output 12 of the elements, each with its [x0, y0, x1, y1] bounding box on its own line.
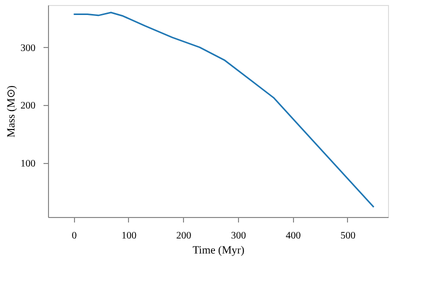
x-tick-label: 200: [176, 230, 192, 242]
x-tick-label: 0: [72, 230, 77, 242]
y-axis-title: Mass (M⊙): [6, 85, 18, 138]
y-tick-label: 300: [20, 42, 36, 54]
x-axis-title: Time (Myr): [192, 244, 245, 256]
line-series: [72, 12, 375, 208]
x-tick-label: 300: [230, 230, 246, 242]
x-tick-label: 500: [340, 230, 356, 242]
y-tick-label: 200: [20, 100, 36, 112]
x-tick-label: 100: [121, 230, 136, 242]
x-tick-label: 400: [286, 230, 301, 242]
y-tick-label: 100: [20, 158, 36, 170]
